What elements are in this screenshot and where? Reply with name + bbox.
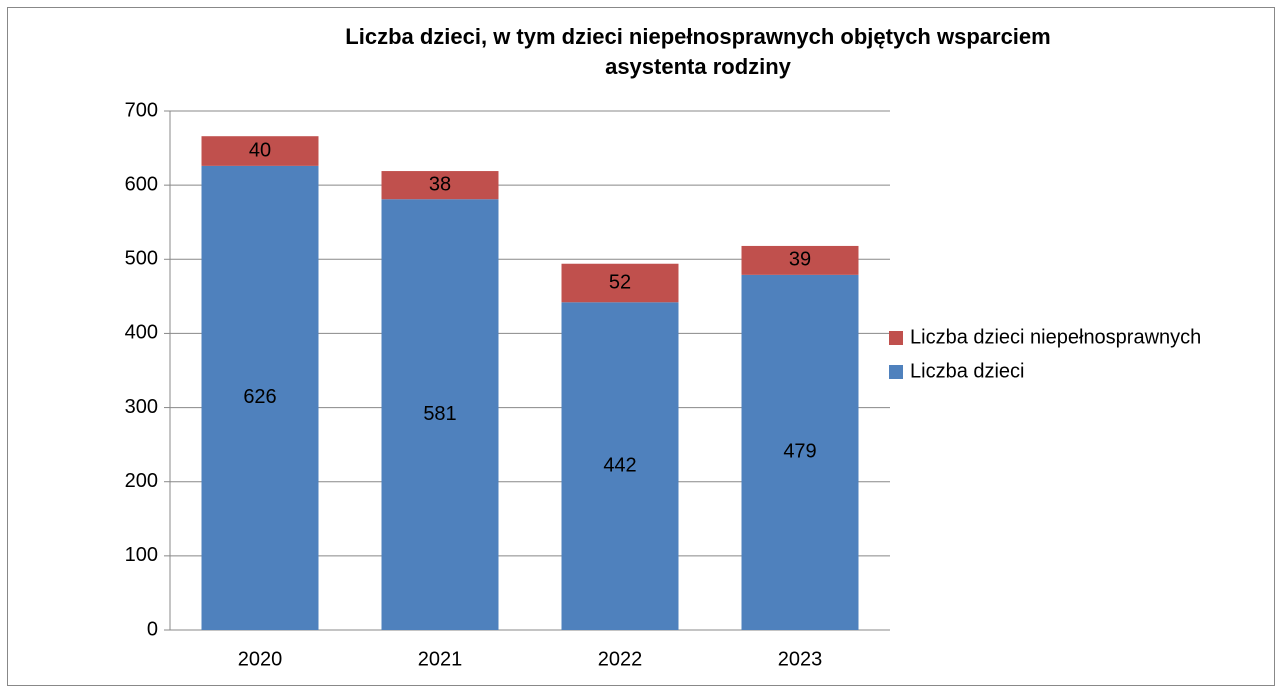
legend-label: Liczba dzieci: [910, 360, 1025, 382]
data-label: 40: [249, 139, 271, 161]
bar-segment: [741, 274, 859, 630]
bar-segment: [381, 199, 499, 631]
data-label: 52: [609, 271, 631, 293]
y-tick-label: 400: [125, 322, 158, 344]
y-tick-label: 700: [125, 99, 158, 121]
chart-title: asystenta rodziny: [605, 54, 792, 79]
data-label: 38: [429, 173, 451, 195]
y-tick-label: 600: [125, 173, 158, 195]
data-label: 39: [789, 249, 811, 271]
y-tick-label: 0: [147, 618, 158, 640]
legend-label: Liczba dzieci niepełnosprawnych: [910, 326, 1201, 348]
bar-segment: [381, 171, 499, 200]
x-tick-label: 2022: [598, 648, 643, 670]
legend-swatch: [889, 331, 903, 345]
bar-segment: [561, 263, 679, 303]
y-tick-label: 500: [125, 248, 158, 270]
data-label: 442: [603, 454, 636, 476]
bar-segment: [201, 136, 319, 166]
bar-segment: [741, 245, 859, 275]
legend-swatch: [889, 365, 903, 379]
bar-segment: [201, 165, 319, 630]
x-tick-label: 2023: [778, 648, 823, 670]
chart-title: Liczba dzieci, w tym dzieci niepełnospra…: [345, 24, 1050, 49]
y-tick-label: 100: [125, 544, 158, 566]
y-tick-label: 300: [125, 396, 158, 418]
bar-segment: [561, 302, 679, 630]
x-tick-label: 2021: [418, 648, 463, 670]
x-tick-label: 2020: [238, 648, 283, 670]
data-label: 581: [423, 403, 456, 425]
data-label: 626: [243, 386, 276, 408]
y-tick-label: 200: [125, 470, 158, 492]
data-label: 479: [783, 441, 816, 463]
